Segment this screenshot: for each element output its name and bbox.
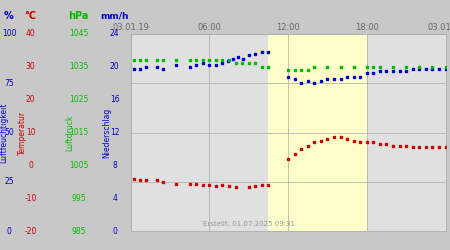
Text: 20: 20 [110, 62, 120, 71]
Text: 30: 30 [26, 62, 36, 71]
Text: 0: 0 [7, 227, 11, 236]
Text: 1005: 1005 [69, 161, 89, 170]
Text: %: % [4, 11, 14, 21]
Text: 1045: 1045 [69, 29, 89, 38]
Text: 1015: 1015 [69, 128, 88, 137]
Text: 20: 20 [26, 95, 36, 104]
Text: hPa: hPa [68, 11, 89, 21]
Text: 1025: 1025 [69, 95, 88, 104]
Text: mm/h: mm/h [100, 12, 129, 21]
Text: -10: -10 [24, 194, 37, 203]
Text: 25: 25 [4, 178, 14, 186]
Bar [268, 34, 367, 231]
Text: 100: 100 [2, 29, 16, 38]
Text: Erstellt: 01.07.2025 09:31: Erstellt: 01.07.2025 09:31 [202, 221, 295, 227]
Text: Luftdruck: Luftdruck [65, 114, 74, 151]
Text: 995: 995 [72, 194, 86, 203]
Text: Temperatur: Temperatur [18, 110, 27, 154]
Text: °C: °C [25, 11, 36, 21]
Text: 985: 985 [72, 227, 86, 236]
Text: 12: 12 [110, 128, 120, 137]
Text: 75: 75 [4, 78, 14, 88]
Text: 16: 16 [110, 95, 120, 104]
Text: 50: 50 [4, 128, 14, 137]
Text: 10: 10 [26, 128, 36, 137]
Text: Niederschlag: Niederschlag [103, 108, 112, 158]
Text: 4: 4 [112, 194, 117, 203]
Text: 40: 40 [26, 29, 36, 38]
Text: 24: 24 [110, 29, 120, 38]
Text: 1035: 1035 [69, 62, 89, 71]
Text: Luftfeuchtigkeit: Luftfeuchtigkeit [0, 102, 8, 163]
Text: 0: 0 [112, 227, 117, 236]
Text: -20: -20 [24, 227, 37, 236]
Text: 0: 0 [28, 161, 33, 170]
Text: 8: 8 [112, 161, 117, 170]
